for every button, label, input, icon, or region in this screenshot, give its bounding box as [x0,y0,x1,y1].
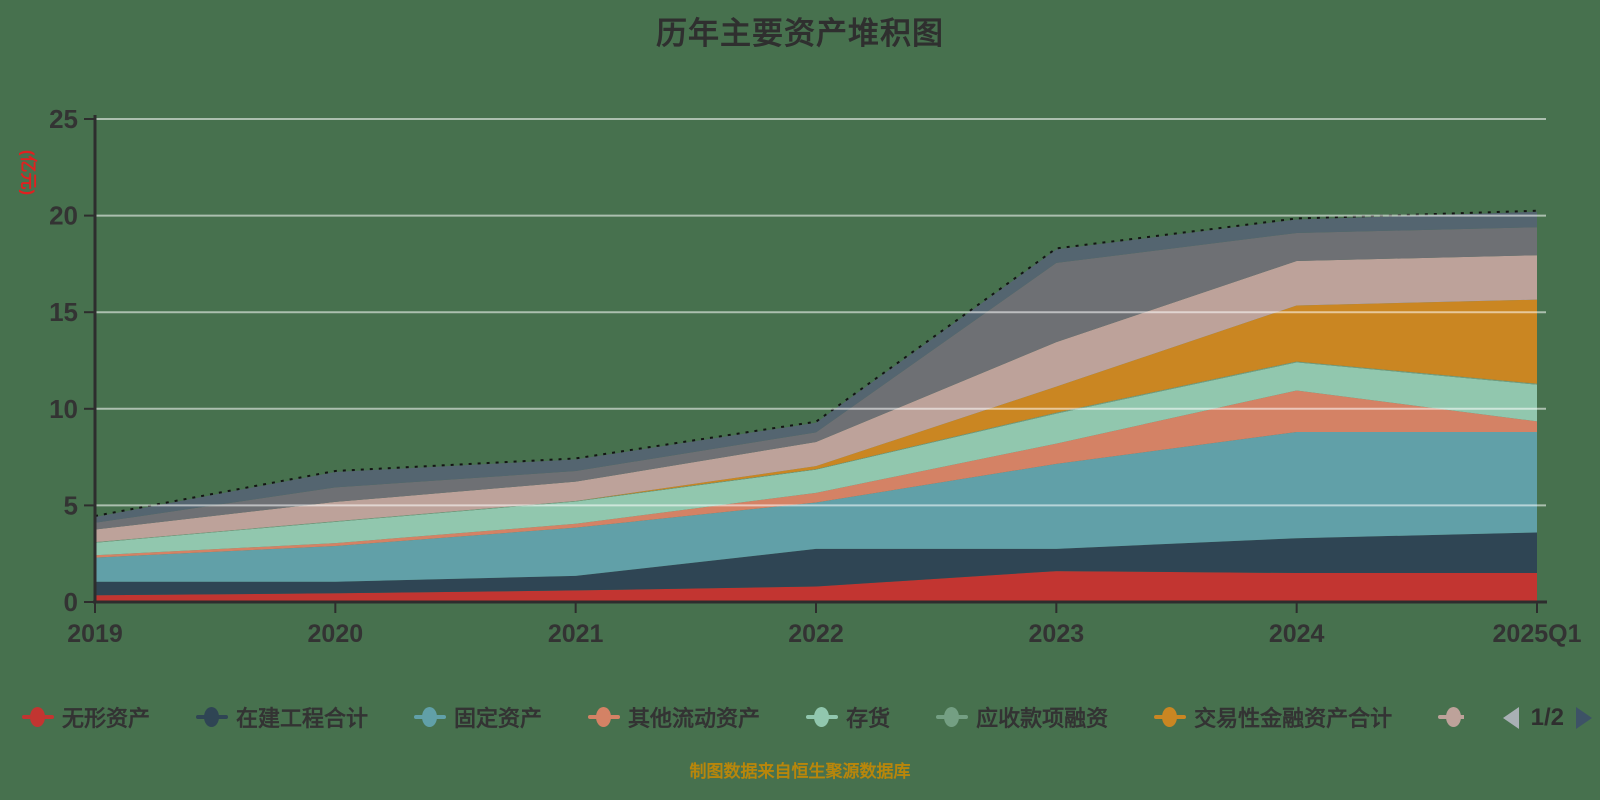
data-source-note: 制图数据来自恒生聚源数据库 [689,762,911,781]
legend-page-indicator: 1/2 [1530,704,1564,731]
legend-dot-icon [596,707,612,727]
legend-line-dot-icon [806,706,839,728]
legend-label: 固定资产 [454,706,543,731]
legend-pager: 1/2 [1502,700,1592,736]
legend-item-固定资产[interactable]: 固定资产 [414,701,542,733]
area-band-series-8 [95,255,1537,543]
legend-line-dot-icon [588,706,621,728]
x-tick-label-2019: 2019 [67,620,123,648]
legend-label: 在建工程合计 [236,706,369,731]
legend-line-dot-icon [22,706,54,728]
legend-line-dot-icon [1154,706,1187,728]
area-band-交易性金融资产合计 [95,299,1537,543]
legend-dot-icon [1446,707,1462,727]
legend-item-存货[interactable]: 存货 [806,701,890,733]
x-tick-label-2021: 2021 [548,620,604,648]
legend-item-partial[interactable] [1438,706,1465,728]
total-dashed-line [94,209,1538,517]
legend-dot-icon [814,707,830,727]
legend-label: 其他流动资产 [628,706,761,731]
legend-prev-page-icon[interactable] [1502,707,1519,729]
y-tick-label-5: 5 [64,490,78,520]
legend-line-dot-icon [936,706,969,728]
y-tick-label-0: 0 [64,587,78,617]
area-band-在建工程合计 [95,532,1537,596]
area-band-series-9 [95,227,1537,530]
legend-label: 交易性金融资产合计 [1194,706,1393,731]
legend-dot-icon [204,707,220,727]
legend-dot-icon [1162,707,1178,727]
legend-item-在建工程合计[interactable]: 在建工程合计 [196,701,368,733]
y-tick-label-15: 15 [49,297,78,327]
x-tick-label-2022: 2022 [788,620,844,648]
area-band-series-10 [95,211,1537,523]
area-band-其他流动资产 [95,390,1537,558]
y-tick-label-25: 25 [49,104,78,134]
legend-dot-icon [30,707,45,727]
x-tick-label-2025Q1: 2025Q1 [1493,620,1582,648]
legend-item-交易性金融资产合计[interactable]: 交易性金融资产合计 [1154,701,1392,733]
legend-item-无形资产[interactable]: 无形资产 [22,701,150,733]
legend-label: 无形资产 [62,706,151,731]
legend-item-应收款项融资[interactable]: 应收款项融资 [936,701,1108,733]
chart-title: 历年主要资产堆积图 [656,16,944,51]
legend-dot-icon [422,707,438,727]
area-band-固定资产 [95,431,1537,582]
x-tick-label-2020: 2020 [308,620,364,648]
legend-label: 存货 [846,706,891,731]
area-band-存货 [95,362,1537,556]
legend: 无形资产 在建工程合计 固定资产 其他流动资产 存货 应收款项融资 交易性金融资产合计 [0,694,1492,740]
legend-label: 应收款项融资 [976,706,1109,731]
stacked-area-plot: 0 5 10 15 20 25 2019 2020 2021 2022 2023 2024 2025Q1 [49,104,1582,648]
legend-item-其他流动资产[interactable]: 其他流动资产 [588,701,760,733]
legend-line-dot-icon [1438,706,1465,728]
legend-line-dot-icon [196,706,229,728]
x-tick-label-2023: 2023 [1029,620,1085,648]
legend-next-page-icon[interactable] [1576,707,1592,729]
y-tick-label-10: 10 [49,394,78,424]
x-tick-label-2024: 2024 [1269,620,1325,648]
legend-line-dot-icon [414,706,447,728]
y-tick-label-20: 20 [49,201,78,231]
legend-dot-icon [944,707,960,727]
